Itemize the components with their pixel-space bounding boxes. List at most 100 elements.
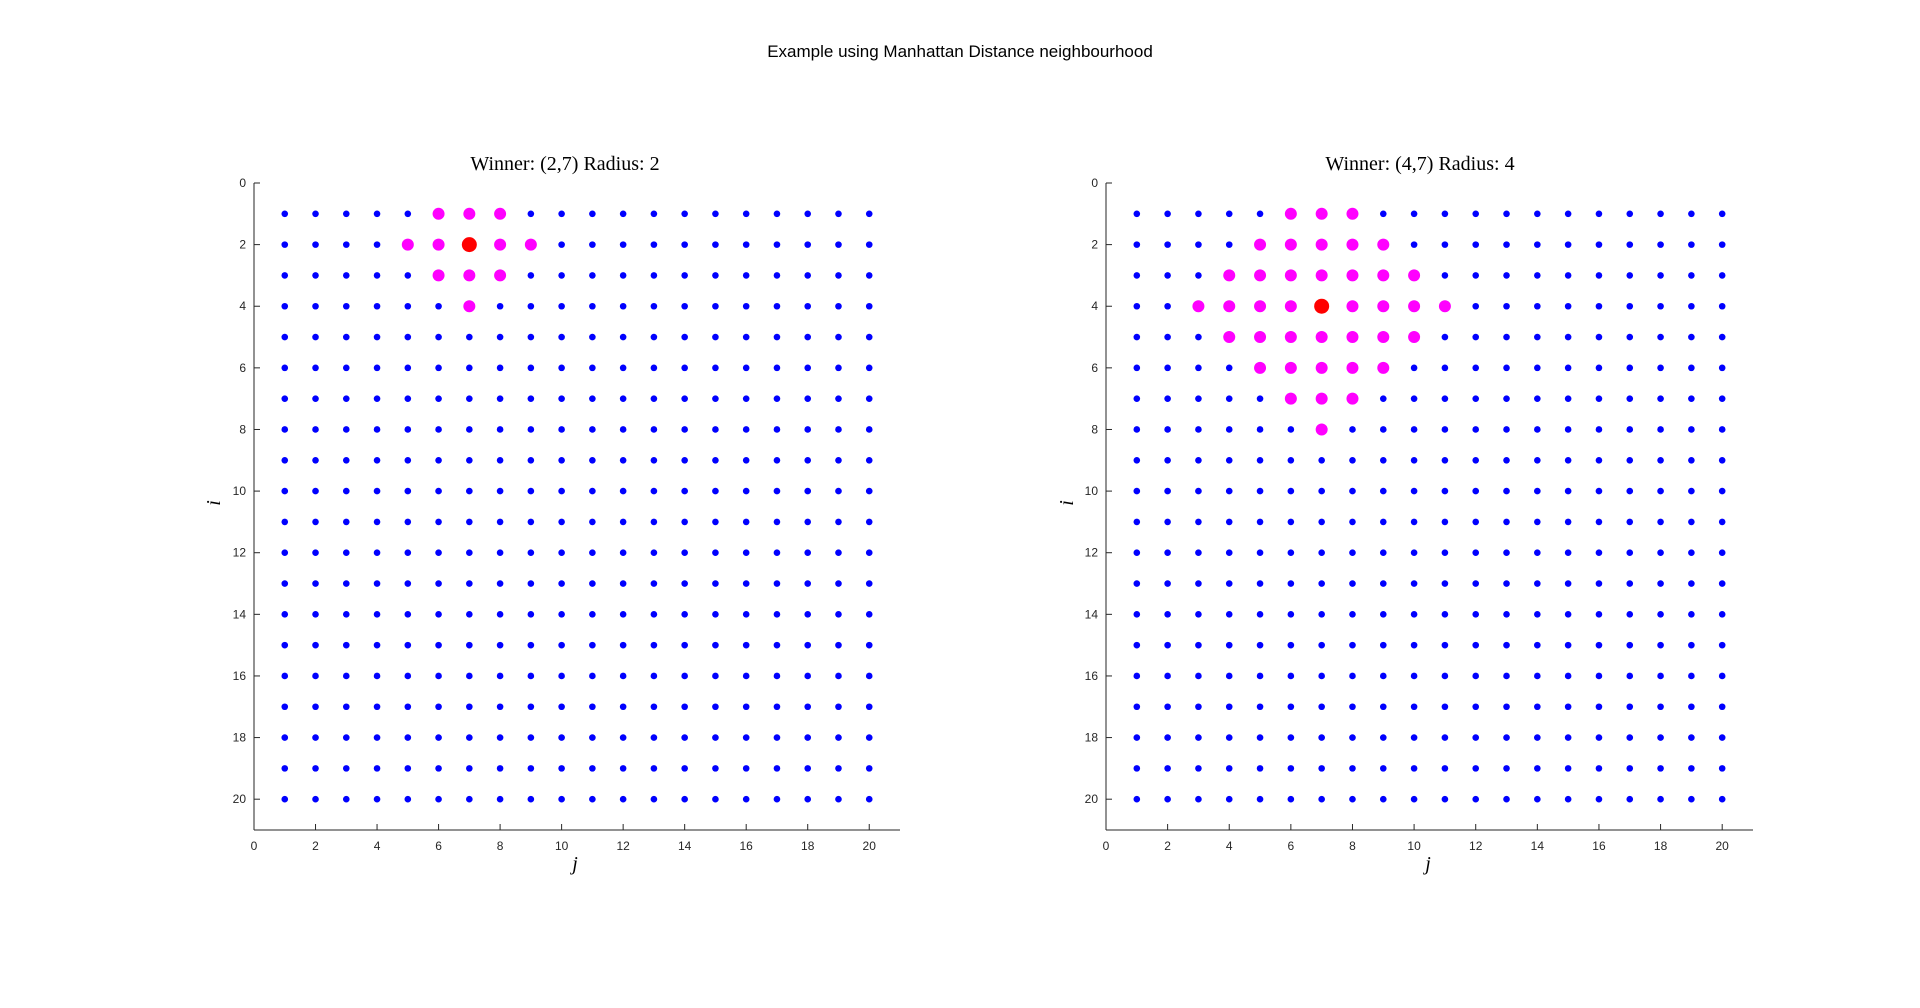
node-point (1287, 734, 1295, 741)
node-point (558, 272, 565, 279)
node-point (373, 426, 381, 433)
node-point (1133, 364, 1141, 372)
node-point (650, 703, 658, 711)
subplot-right-x-tick-label: 0 (1103, 839, 1110, 853)
node-point (681, 272, 688, 279)
node-point (1349, 734, 1356, 741)
node-point (1595, 703, 1603, 711)
node-point (619, 395, 627, 402)
node-point (1626, 734, 1634, 741)
node-point (1564, 241, 1572, 248)
node-point (1503, 703, 1510, 711)
node-point (1564, 611, 1572, 618)
node-point (373, 210, 381, 218)
node-point (1349, 672, 1356, 680)
node-point (435, 703, 442, 711)
node-point (1287, 672, 1295, 680)
subplot-left-title: Winner: (2,7) Radius: 2 (470, 153, 659, 175)
node-point (1595, 549, 1603, 557)
node-point (835, 703, 842, 711)
neighbour-point (1315, 207, 1328, 220)
node-point (373, 703, 381, 711)
neighbour-point (1346, 269, 1359, 282)
node-point (712, 518, 719, 526)
node-point (527, 272, 535, 279)
node-point (281, 765, 289, 772)
node-point (435, 426, 442, 433)
node-point (312, 580, 319, 587)
node-point (773, 611, 781, 618)
node-point (1318, 487, 1325, 495)
node-point (1164, 487, 1171, 495)
node-point (1718, 395, 1726, 402)
node-point (804, 703, 812, 711)
node-point (404, 333, 412, 341)
node-point (1503, 580, 1510, 587)
node-point (1225, 518, 1233, 526)
node-point (1256, 734, 1264, 741)
node-point (1564, 795, 1572, 803)
node-point (1164, 549, 1171, 557)
node-point (773, 672, 781, 680)
node-point (342, 272, 350, 279)
node-point (1287, 580, 1295, 587)
node-point (1564, 549, 1572, 557)
node-point (619, 364, 627, 372)
node-point (1688, 364, 1695, 372)
node-point (1626, 210, 1634, 218)
subplot-left-x-tick-label: 6 (435, 839, 442, 853)
node-point (742, 765, 750, 772)
node-point (1472, 426, 1480, 433)
node-point (312, 364, 319, 372)
node-point (804, 302, 812, 310)
subplot-right-xlabel: j (1422, 853, 1431, 875)
node-point (527, 395, 535, 402)
node-point (404, 272, 412, 279)
node-point (1318, 641, 1325, 649)
node-point (1349, 795, 1356, 803)
subplot-right-title: Winner: (4,7) Radius: 4 (1325, 153, 1514, 175)
node-point (712, 364, 719, 372)
node-point (835, 611, 842, 618)
node-point (619, 210, 627, 218)
subplot-right-y-tick-label: 8 (1091, 422, 1098, 436)
node-point (1287, 611, 1295, 618)
node-point (1133, 395, 1141, 402)
subplot-left-y-tick-label: 6 (239, 361, 246, 375)
neighbour-point (1438, 300, 1451, 313)
node-point (865, 580, 873, 587)
node-point (804, 518, 812, 526)
node-point (1379, 765, 1387, 772)
node-point (1626, 364, 1634, 372)
node-point (1225, 395, 1233, 402)
node-point (1256, 795, 1264, 803)
node-point (1657, 426, 1664, 433)
node-point (773, 518, 781, 526)
subplot-right-y-tick-label: 0 (1091, 176, 1098, 190)
node-point (1256, 672, 1264, 680)
node-point (1595, 456, 1603, 464)
node-point (1349, 641, 1356, 649)
node-point (404, 364, 412, 372)
node-point (373, 765, 381, 772)
node-point (1225, 426, 1233, 433)
neighbour-point (524, 238, 537, 251)
node-point (1564, 672, 1572, 680)
neighbour-point (1254, 300, 1267, 313)
node-point (1503, 611, 1510, 618)
node-point (773, 210, 781, 218)
subplot-left-y-tick-label: 14 (233, 607, 247, 621)
node-point (1195, 426, 1202, 433)
node-point (312, 456, 319, 464)
node-point (681, 734, 688, 741)
node-point (1379, 426, 1387, 433)
node-point (1626, 333, 1634, 341)
node-point (1133, 487, 1141, 495)
node-point (650, 734, 658, 741)
node-point (342, 395, 350, 402)
neighbour-point (1192, 300, 1205, 313)
node-point (558, 611, 565, 618)
node-point (742, 426, 750, 433)
node-point (1256, 765, 1264, 772)
node-point (589, 272, 596, 279)
